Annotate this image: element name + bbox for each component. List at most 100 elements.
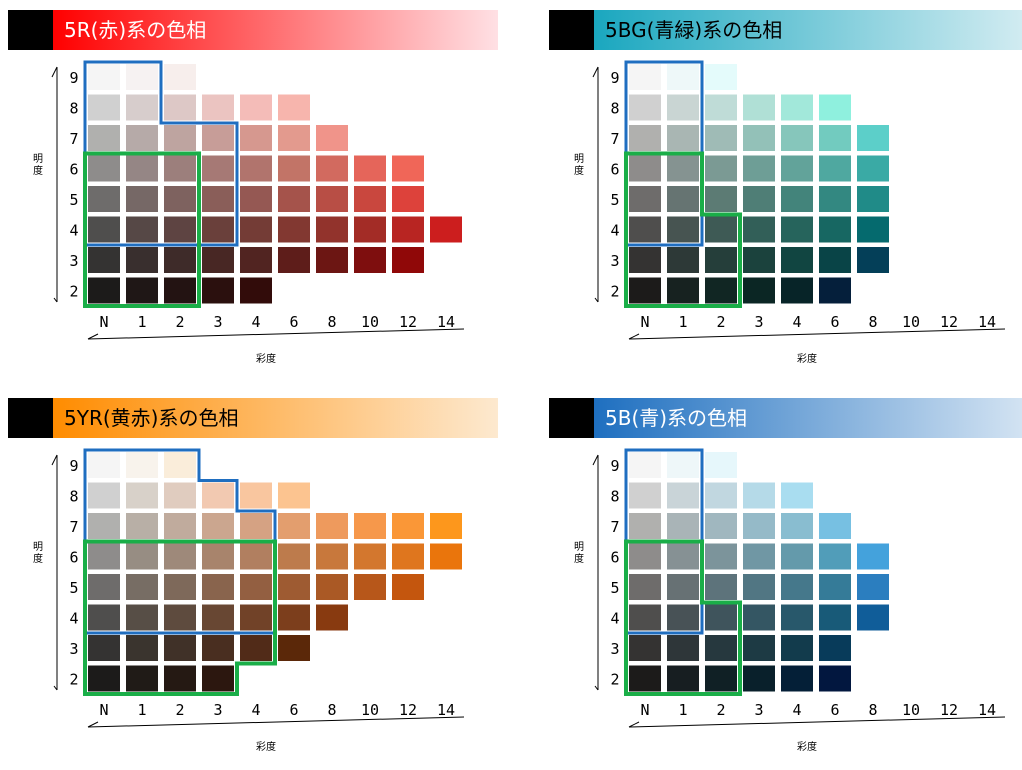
value-tick-label: 5 (610, 191, 619, 209)
color-swatch (202, 94, 234, 121)
color-swatch (316, 125, 348, 151)
color-swatch (705, 155, 737, 182)
value-tick-label: 7 (610, 518, 619, 536)
color-swatch (629, 513, 661, 539)
color-swatch (316, 574, 348, 600)
color-swatch (164, 635, 196, 661)
color-swatch (629, 94, 661, 121)
color-swatch (857, 186, 889, 212)
color-swatch (354, 247, 386, 273)
banner-black-block (8, 10, 53, 50)
color-swatch (743, 125, 775, 151)
color-swatch (705, 94, 737, 121)
color-swatch (781, 604, 813, 631)
value-axis-label: 度 (574, 164, 584, 177)
color-swatch (126, 574, 158, 600)
color-swatch (126, 216, 158, 243)
color-swatch (819, 665, 851, 692)
color-swatch (126, 604, 158, 631)
value-axis-tail (594, 685, 599, 691)
color-swatch (857, 574, 889, 600)
color-swatch (629, 277, 661, 304)
value-tick-label: 7 (69, 130, 78, 148)
color-swatch (316, 543, 348, 570)
color-swatch (278, 604, 310, 631)
banner-black-block (8, 398, 53, 438)
banner-black-block (549, 398, 594, 438)
panel-banner: 5BG(青緑)系の色相 (549, 10, 1022, 50)
color-swatch (705, 482, 737, 509)
color-swatch (667, 64, 699, 90)
chroma-tick-label: 2 (175, 313, 184, 331)
color-swatch (667, 125, 699, 151)
value-tick-label: 2 (610, 671, 619, 689)
value-tick-label: 3 (69, 252, 78, 270)
chroma-tick-label: 3 (213, 701, 222, 719)
color-swatch (202, 155, 234, 182)
green-region-outline (624, 539, 742, 696)
color-swatch (819, 513, 851, 539)
color-swatch (819, 574, 851, 600)
chroma-tick-label: 3 (213, 313, 222, 331)
color-swatch (629, 574, 661, 600)
chroma-axis-arrowhead (628, 333, 640, 340)
chroma-tick-label: 6 (289, 701, 298, 719)
color-swatch (705, 604, 737, 631)
color-swatch (240, 155, 272, 182)
color-swatch (392, 247, 424, 273)
color-swatch (164, 94, 196, 121)
banner-gradient (594, 10, 1022, 50)
color-swatch (629, 125, 661, 151)
color-swatch (743, 216, 775, 243)
chroma-tick-label: 14 (978, 313, 996, 331)
chroma-tick-label: 2 (716, 313, 725, 331)
value-tick-label: 4 (69, 222, 78, 240)
color-swatch (819, 125, 851, 151)
panel-title: 5YR(黄赤)系の色相 (64, 406, 239, 430)
green-region-outline (83, 539, 277, 696)
panel-banner: 5R(赤)系の色相 (8, 10, 498, 50)
color-swatch (705, 247, 737, 273)
color-swatch (392, 155, 424, 182)
color-swatch (240, 277, 272, 304)
color-swatch (88, 635, 120, 661)
chroma-tick-label: 2 (716, 701, 725, 719)
color-swatch (781, 482, 813, 509)
color-swatch (629, 635, 661, 661)
color-swatch (88, 125, 120, 151)
color-swatch (743, 277, 775, 304)
color-swatch (316, 186, 348, 212)
color-swatch (743, 604, 775, 631)
color-swatch (164, 247, 196, 273)
color-swatch (354, 155, 386, 182)
color-swatch (743, 247, 775, 273)
chroma-tick-label: 10 (361, 701, 379, 719)
color-swatch (629, 543, 661, 570)
color-swatch (667, 604, 699, 631)
color-swatch (126, 247, 158, 273)
chart-panel-5yr: 5YR(黄赤)系の色相 9 8 7 6 5 4 3 2 明度 N 1 2 3 4 6 8 10 12 14 彩度 (8, 398, 503, 770)
color-swatch (202, 277, 234, 304)
color-swatch (240, 247, 272, 273)
color-swatch (164, 216, 196, 243)
panel-banner: 5YR(黄赤)系の色相 (8, 398, 498, 438)
color-swatch (629, 452, 661, 478)
color-swatch (88, 665, 120, 692)
color-swatch (743, 543, 775, 570)
color-swatch (126, 64, 158, 90)
value-axis-label: 明 (574, 541, 584, 553)
value-tick-label: 5 (610, 579, 619, 597)
color-swatch (705, 635, 737, 661)
color-swatch (202, 247, 234, 273)
color-swatch (743, 482, 775, 509)
color-swatch (164, 604, 196, 631)
value-tick-label: 6 (610, 161, 619, 179)
color-swatch (88, 482, 120, 509)
color-swatch (88, 155, 120, 182)
color-swatch (202, 513, 234, 539)
color-swatch (705, 665, 737, 692)
color-swatch (88, 604, 120, 631)
color-swatch (819, 247, 851, 273)
chroma-tick-label: 10 (902, 701, 920, 719)
